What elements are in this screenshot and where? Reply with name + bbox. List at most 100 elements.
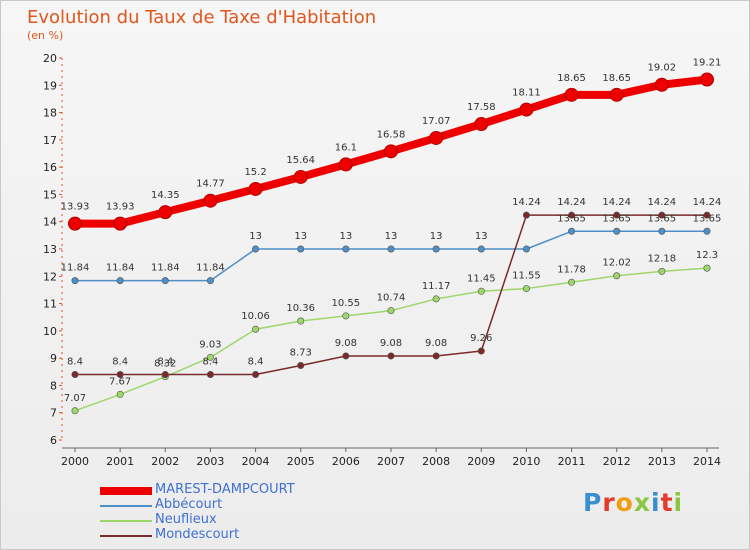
- y-tick-label: 13: [43, 243, 57, 256]
- data-point: [252, 325, 260, 333]
- data-point: [387, 352, 395, 360]
- data-point: [342, 245, 350, 253]
- data-label: 8.73: [290, 348, 312, 359]
- logo-letter: r: [602, 488, 616, 517]
- data-point: [387, 307, 395, 315]
- legend-swatch: [100, 520, 152, 522]
- x-tick-label: 2008: [422, 455, 450, 468]
- data-point: [477, 347, 485, 355]
- data-label: 9.08: [380, 338, 402, 349]
- x-tick-label: 2009: [467, 455, 495, 468]
- data-label: 13: [249, 231, 262, 242]
- chart-title: Evolution du Taux de Taxe d'Habitation: [27, 7, 377, 28]
- y-tick-label: 11: [43, 298, 57, 311]
- data-point: [116, 390, 124, 398]
- data-point: [703, 264, 711, 272]
- data-point: [206, 371, 214, 379]
- data-point: [248, 181, 263, 196]
- data-point: [252, 371, 260, 379]
- data-label: 18.11: [512, 88, 541, 99]
- data-label: 7.07: [64, 393, 86, 404]
- data-point: [703, 211, 711, 219]
- data-label: 13.65: [693, 213, 722, 224]
- data-point: [522, 285, 530, 293]
- data-label: 10.74: [377, 293, 406, 304]
- y-tick-label: 8: [50, 379, 57, 392]
- data-point: [700, 72, 714, 87]
- data-label: 9.03: [199, 339, 221, 350]
- data-label: 10.36: [286, 303, 315, 314]
- data-point: [703, 227, 711, 235]
- data-point: [522, 211, 530, 219]
- x-tick-label: 2007: [377, 455, 405, 468]
- legend-label: MAREST-DAMPCOURT: [155, 482, 295, 497]
- x-tick-label: 2010: [512, 455, 540, 468]
- x-tick-label: 2011: [558, 455, 586, 468]
- data-label: 14.24: [512, 197, 541, 208]
- data-label: 13.65: [557, 213, 586, 224]
- data-point: [658, 227, 666, 235]
- logo-letter: i: [651, 488, 661, 517]
- data-point: [568, 211, 576, 219]
- data-point: [564, 87, 579, 102]
- data-label: 14.24: [557, 197, 586, 208]
- x-tick-label: 2014: [693, 455, 721, 468]
- logo-letter: x: [633, 488, 651, 517]
- x-tick-label: 2001: [106, 455, 134, 468]
- data-point: [297, 362, 305, 370]
- y-tick-label: 17: [43, 134, 57, 147]
- data-point: [477, 287, 485, 295]
- y-tick-label: 7: [50, 407, 57, 420]
- y-tick-label: 10: [43, 325, 57, 338]
- y-tick-label: 12: [43, 270, 57, 283]
- data-point: [384, 144, 398, 159]
- logo-letter: t: [660, 488, 674, 517]
- data-label: 11.55: [512, 271, 541, 282]
- data-label: 18.65: [557, 73, 586, 84]
- data-label: 12.3: [696, 250, 718, 261]
- data-point: [206, 353, 214, 361]
- data-point: [342, 352, 350, 360]
- data-point: [477, 245, 485, 253]
- proxiti-logo: Proxiti: [583, 488, 683, 517]
- data-point: [429, 130, 444, 145]
- data-point: [519, 102, 534, 117]
- data-point: [658, 211, 666, 219]
- logo-letter: i: [673, 488, 684, 517]
- data-label: 19.21: [693, 58, 722, 69]
- logo-letter: P: [583, 488, 603, 517]
- x-tick-label: 2004: [242, 455, 270, 468]
- y-tick-label: 20: [43, 52, 57, 65]
- series-layer: [68, 72, 714, 415]
- data-label: 14.24: [693, 197, 722, 208]
- data-labels: 13.93 13.93 14.35 14.77 15.2 15.64 16.1 16.58 17…: [61, 58, 722, 404]
- data-point: [161, 277, 169, 285]
- y-tick-label: 6: [50, 434, 57, 447]
- data-label: 11.84: [106, 263, 135, 274]
- data-label: 13.93: [106, 202, 135, 213]
- data-point: [568, 227, 576, 235]
- data-label: 14.35: [151, 190, 180, 201]
- legend-swatch: [100, 487, 152, 495]
- data-label: 17.58: [467, 102, 496, 113]
- data-point: [297, 317, 305, 325]
- data-label: 13.65: [602, 213, 631, 224]
- data-label: 13: [294, 231, 307, 242]
- data-label: 8.4: [67, 357, 83, 368]
- data-label: 13: [475, 231, 488, 242]
- data-point: [161, 371, 169, 379]
- data-point: [116, 371, 124, 379]
- axes: 6 7 8 9 10 11 12 13 14 15 16 17 18 19 20 2000 2001 2002 20…: [43, 52, 721, 468]
- data-label: 8.4: [157, 357, 173, 368]
- data-label: 13: [430, 231, 443, 242]
- x-tick-label: 2003: [196, 455, 224, 468]
- data-point: [342, 312, 350, 320]
- legend-swatch: [100, 535, 152, 537]
- data-label: 13.93: [61, 202, 90, 213]
- data-point: [613, 272, 621, 280]
- data-label: 14.77: [196, 179, 225, 190]
- data-label: 19.02: [648, 63, 677, 74]
- legend-label: Neuflieux: [155, 512, 217, 527]
- y-tick-label: 16: [43, 161, 57, 174]
